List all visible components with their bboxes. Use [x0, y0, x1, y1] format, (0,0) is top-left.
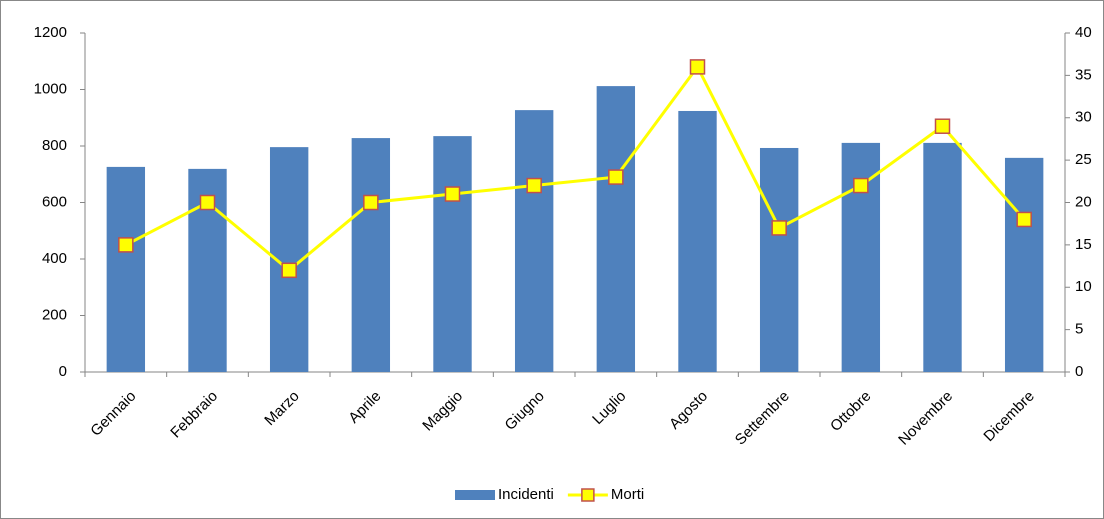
marker: [199, 194, 216, 211]
y2-tick-label: 30: [1075, 109, 1092, 126]
bar: [759, 147, 799, 372]
bar: [596, 86, 636, 373]
y2-tick-label: 5: [1075, 321, 1083, 338]
bar: [351, 138, 391, 372]
bar: [1004, 157, 1044, 372]
marker: [118, 237, 134, 253]
bar: [106, 166, 146, 372]
y2-tick-label: 25: [1075, 151, 1092, 168]
legend-swatch: [455, 490, 495, 500]
bar: [923, 142, 962, 372]
y2-tick-label: 15: [1075, 236, 1092, 253]
y2-tick-label: 10: [1075, 278, 1092, 295]
legend-label: Incidenti: [498, 486, 554, 503]
marker: [689, 59, 706, 75]
y2-tick-label: 20: [1075, 193, 1092, 210]
y2-tick-label: 35: [1075, 66, 1092, 83]
marker: [1016, 211, 1032, 228]
marker: [526, 177, 542, 194]
marker: [281, 262, 297, 279]
marker: [608, 169, 624, 185]
bar: [433, 136, 472, 372]
y2-tick-label: 40: [1075, 24, 1092, 41]
bar: [514, 110, 554, 372]
legend-marker: [581, 488, 595, 502]
y-tick-label: 1000: [34, 80, 67, 97]
bar: [678, 110, 717, 372]
marker: [444, 186, 461, 202]
line: [125, 64, 1026, 273]
legend-label: Morti: [611, 486, 644, 503]
marker: [934, 118, 951, 134]
y-tick-label: 400: [42, 250, 67, 267]
y-tick-label: 1200: [34, 24, 67, 41]
y-tick-label: 600: [42, 193, 67, 210]
y-tick-label: 0: [59, 363, 67, 380]
marker: [363, 194, 379, 211]
y-tick-label: 800: [42, 137, 67, 154]
marker: [853, 177, 869, 194]
marker: [771, 220, 787, 236]
y2-tick-label: 0: [1075, 363, 1083, 380]
y-tick-label: 200: [42, 306, 67, 323]
